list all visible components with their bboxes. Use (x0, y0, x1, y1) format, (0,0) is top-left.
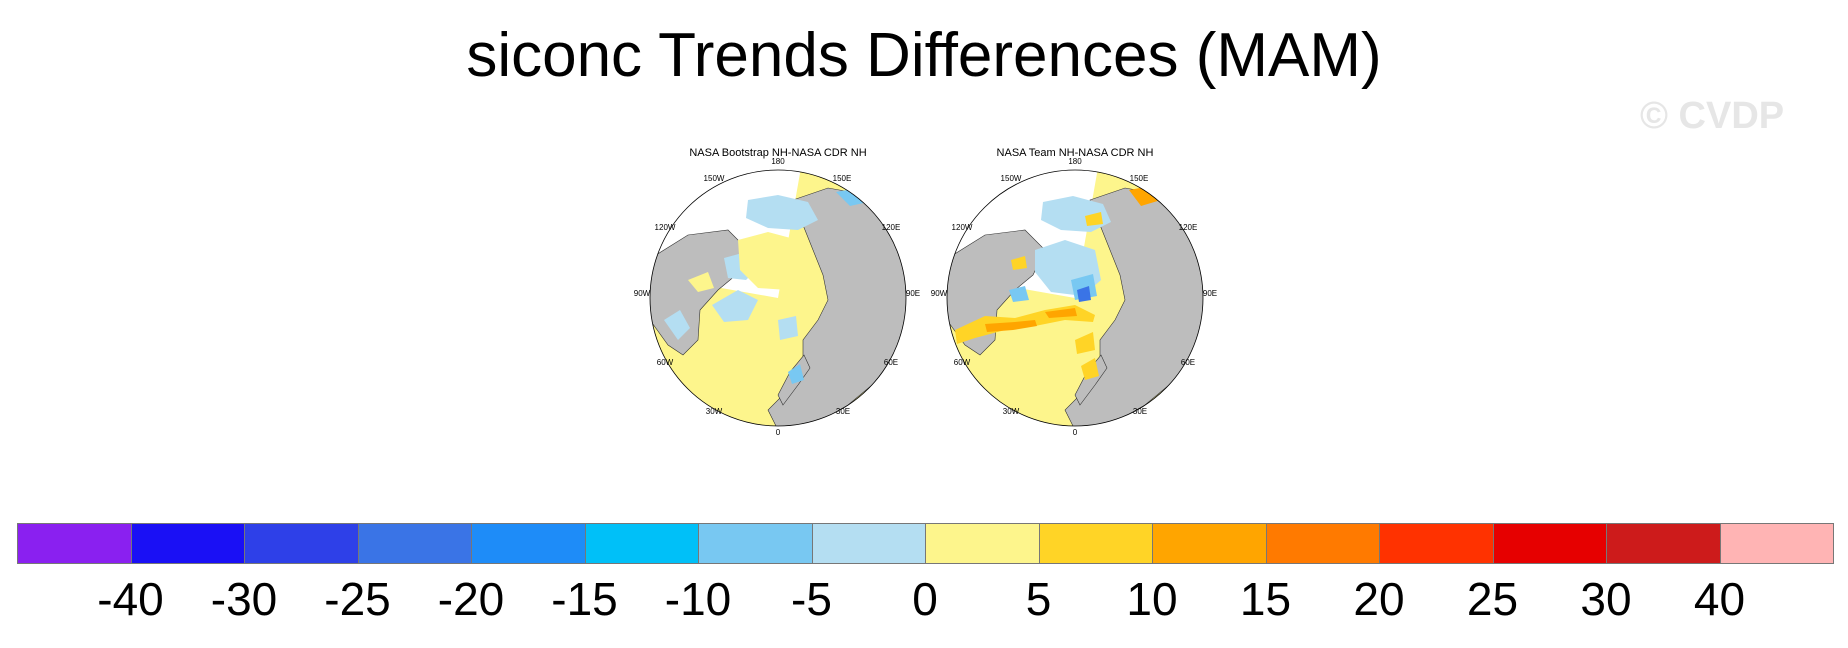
lon-label: 60E (884, 358, 898, 367)
colorbar-tick-label: -5 (791, 573, 832, 625)
plot-title: siconc Trends Differences (MAM) (466, 21, 1382, 90)
panel-title: NASA Bootstrap NH-NASA CDR NH (689, 147, 867, 159)
colorbar-box (1038, 523, 1153, 564)
lon-label: 0 (776, 428, 781, 437)
colorbar-tick-label: 25 (1466, 573, 1519, 625)
colorbar-tick-label: -40 (97, 573, 164, 625)
colorbar-box (17, 523, 132, 564)
lon-label: 150E (1130, 174, 1149, 183)
colorbar-tick-label: -20 (437, 573, 505, 625)
colorbar-box (1606, 523, 1721, 564)
lon-label: 120E (882, 223, 901, 232)
lon-label: 150E (833, 174, 852, 183)
colorbar-tick-labels: -40 -30 -25 -20 -15 -10 -5 0 5 10 15 20 25 30 40 (0, 574, 1848, 634)
colorbar-box (130, 523, 245, 564)
lon-label: 90W (634, 289, 651, 298)
lon-label: 120W (952, 223, 973, 232)
lon-label: 30W (1003, 407, 1020, 416)
lon-label: 150W (704, 174, 725, 183)
colorbar-box (1152, 523, 1267, 564)
colorbar-tick-label: -25 (324, 573, 391, 625)
colorbar-box (471, 523, 586, 564)
colorbar-box (584, 523, 699, 564)
colorbar-box (1492, 523, 1607, 564)
colorbar-tick-label: 5 (1025, 573, 1052, 625)
colorbar-box (925, 523, 1040, 564)
colorbar-box (357, 523, 472, 564)
polar-map: 180 150E 120E 90E 60E 30E 0 30W 60W 90W … (931, 157, 1217, 437)
colorbar-tick-label: 40 (1693, 573, 1746, 625)
colorbar-box (244, 523, 359, 564)
map-panel-bootstrap: NASA Bootstrap NH-NASA CDR NH (628, 140, 928, 440)
colorbar-tick-label: 15 (1239, 573, 1292, 625)
lon-label: 90E (1203, 289, 1217, 298)
lon-label: 120W (655, 223, 676, 232)
panel-title: NASA Team NH-NASA CDR NH (996, 147, 1154, 159)
colorbar-tick-label: -30 (210, 573, 278, 625)
colorbar-tick-label: 0 (912, 573, 938, 625)
colorbar-tick-label: -10 (664, 573, 732, 625)
colorbar-tick-label: 20 (1353, 573, 1405, 625)
lon-label: 30W (706, 407, 723, 416)
lon-label: 60E (1181, 358, 1195, 367)
lon-label: 60W (954, 358, 971, 367)
colorbar-box (698, 523, 813, 564)
colorbar-tick-label: 30 (1580, 573, 1632, 625)
lon-label: 60W (657, 358, 674, 367)
lon-label: 120E (1179, 223, 1198, 232)
lon-label: 90W (931, 289, 948, 298)
colorbar-tick-label: -15 (551, 573, 618, 625)
cvdp-watermark: © CVDP (1640, 95, 1785, 137)
colorbar-box (1379, 523, 1494, 564)
colorbar (17, 523, 1834, 566)
lon-label: 30E (1133, 407, 1147, 416)
colorbar-box (1719, 523, 1834, 564)
lon-label: 90E (906, 289, 920, 298)
colorbar-box (1265, 523, 1380, 564)
map-panel-team: NASA Team NH-NASA CDR NH (925, 140, 1225, 440)
lon-label: 180 (771, 157, 785, 166)
polar-map: 180 150E 120E 90E 60E 30E 0 30W 60W 90W … (634, 157, 920, 437)
lon-label: 150W (1001, 174, 1022, 183)
lon-label: 0 (1073, 428, 1078, 437)
colorbar-box (811, 523, 926, 564)
colorbar-tick-label: 10 (1126, 573, 1178, 625)
lon-label: 180 (1068, 157, 1082, 166)
lon-label: 30E (836, 407, 850, 416)
